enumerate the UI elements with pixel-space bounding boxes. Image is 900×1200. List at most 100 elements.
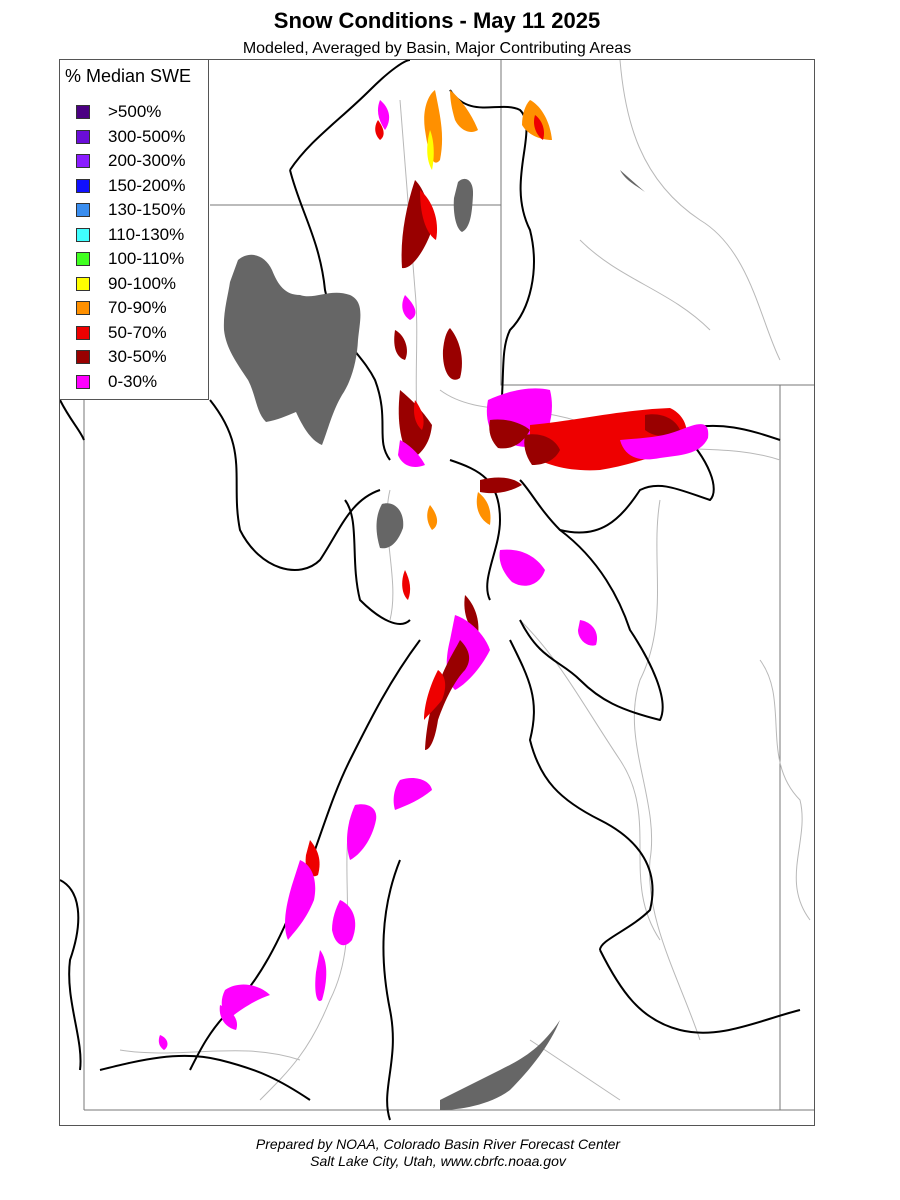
swe-patch-30-50-uinta-west xyxy=(489,419,530,449)
swe-patch-30-50-uinta-east xyxy=(645,414,680,436)
swe-patch-0-30-dixie xyxy=(158,1035,168,1050)
legend: % Median SWE >500% 300-500% 200-300% 150… xyxy=(59,59,209,400)
swe-patch-50-70-sanpete xyxy=(402,570,411,600)
river-7 xyxy=(259,819,351,1101)
swe-patch-0-30-sevier-lower xyxy=(285,860,316,940)
river-4 xyxy=(579,239,711,331)
legend-item: 0-30% xyxy=(76,370,186,395)
map-title: Snow Conditions - May 11 2025 xyxy=(273,8,601,33)
legend-label: 200-300% xyxy=(108,151,186,171)
swe-patch-0-30-sevier-mid xyxy=(347,804,377,860)
snow-patches xyxy=(158,90,709,1050)
swe-patch-0-30-price xyxy=(578,620,598,646)
legend-label: 110-130% xyxy=(108,224,185,244)
swe-patch-0-30-sevier-far-south xyxy=(315,950,327,1001)
swe-patch-50-70-logan xyxy=(375,120,384,140)
basin-price xyxy=(509,639,654,951)
footer-credit: Prepared by NOAA, Colorado Basin River F… xyxy=(255,1136,621,1152)
river-9 xyxy=(759,659,811,921)
swe-patch-0-30-sevier-south xyxy=(332,900,356,946)
basin-uinta-south xyxy=(519,529,664,721)
legend-item: 110-130% xyxy=(76,223,186,248)
legend-swatch xyxy=(76,252,90,267)
basin-sevier-north xyxy=(344,499,411,625)
legend-label: 70-90% xyxy=(108,298,167,318)
basin-southwest-edge xyxy=(60,879,82,1071)
legend-swatch xyxy=(76,154,90,169)
swe-patch-0-30-uinta-east xyxy=(620,424,709,460)
river-1 xyxy=(399,99,421,441)
basin-escalante xyxy=(382,859,401,1121)
legend-swatch xyxy=(76,325,90,340)
legend-label: 130-150% xyxy=(108,200,186,220)
river-6 xyxy=(519,619,661,941)
flaming-gorge-icon xyxy=(620,170,645,192)
legend-swatch xyxy=(76,178,90,193)
legend-swatch xyxy=(76,374,90,389)
river-8 xyxy=(119,1049,301,1061)
lakes xyxy=(223,170,645,1110)
legend-swatch xyxy=(76,129,90,144)
swe-patch-0-30-virgin-west xyxy=(219,1005,238,1030)
utah-border-north xyxy=(210,204,814,386)
swe-patch-90-100-bear xyxy=(427,130,434,170)
swe-patch-30-50-wasatch-plateau xyxy=(464,595,479,635)
swe-patch-70-90-salt-lake xyxy=(427,505,438,530)
basin-utah-lake xyxy=(449,459,501,601)
swe-patch-70-90-provo xyxy=(476,492,491,525)
legend-swatch xyxy=(76,276,90,291)
map-subtitle: Modeled, Averaged by Basin, Major Contri… xyxy=(242,40,632,57)
legend-label: 150-200% xyxy=(108,175,186,195)
swe-patch-30-50-weber xyxy=(442,328,462,380)
swe-patch-30-50-provo xyxy=(398,390,432,460)
legend-item: 50-70% xyxy=(76,321,186,346)
basin-west-desert xyxy=(209,399,381,571)
river-5 xyxy=(633,499,701,1041)
legend-title: % Median SWE xyxy=(65,66,192,86)
legend-item: 100-110% xyxy=(76,247,186,272)
legend-item: 70-90% xyxy=(76,296,186,321)
legend-list: >500% 300-500% 200-300% 150-200% 130-150… xyxy=(76,100,186,394)
basin-southeast xyxy=(599,949,801,1034)
legend-item: 90-100% xyxy=(76,272,186,297)
swe-patch-0-30-upper-bear xyxy=(377,100,390,130)
legend-swatch xyxy=(76,227,90,242)
swe-patch-0-30-sevier-upper xyxy=(393,778,432,810)
bear-lake-icon xyxy=(453,178,474,232)
swe-patch-0-30-ogden xyxy=(402,295,416,320)
swe-patch-50-70-bear-river xyxy=(420,190,438,240)
legend-swatch xyxy=(76,203,90,218)
swe-patch-0-30-virgin xyxy=(221,984,270,1018)
legend-item: >500% xyxy=(76,100,186,125)
swe-patch-50-70-provo xyxy=(413,400,424,430)
swe-patch-30-50-uinta-center xyxy=(524,434,560,465)
basin-bear xyxy=(289,60,535,421)
legend-label: 0-30% xyxy=(108,371,158,391)
legend-label: 30-50% xyxy=(108,347,167,367)
legend-item: 130-150% xyxy=(76,198,186,223)
legend-item: 150-200% xyxy=(76,174,186,199)
basin-west-edge xyxy=(60,399,85,441)
legend-label: 100-110% xyxy=(108,249,185,269)
legend-item: 30-50% xyxy=(76,345,186,370)
rivers xyxy=(119,60,811,1101)
lake-powell-icon xyxy=(440,1020,560,1110)
legend-label: >500% xyxy=(108,102,162,122)
swe-patch-50-70-northeast xyxy=(533,115,545,140)
legend-label: 50-70% xyxy=(108,322,167,342)
swe-patch-0-30-strawberry xyxy=(499,549,545,586)
swe-patch-70-90-upper xyxy=(450,90,478,132)
state-borders xyxy=(83,60,814,1111)
legend-swatch xyxy=(76,350,90,365)
swe-patch-30-50-weber-2 xyxy=(394,330,407,360)
footer-location: Salt Lake City, Utah, www.cbrfc.noaa.gov xyxy=(310,1153,566,1169)
swe-patch-30-50-wasatch-plateau-2 xyxy=(425,640,470,750)
great-salt-lake-icon xyxy=(223,254,361,445)
utah-lake-icon xyxy=(376,503,404,549)
legend-item: 200-300% xyxy=(76,149,186,174)
swe-patch-0-30-provo xyxy=(398,440,425,467)
legend-item: 300-500% xyxy=(76,125,186,150)
map-canvas xyxy=(60,60,814,1121)
legend-swatch xyxy=(76,105,90,120)
basin-virgin xyxy=(99,1054,311,1101)
